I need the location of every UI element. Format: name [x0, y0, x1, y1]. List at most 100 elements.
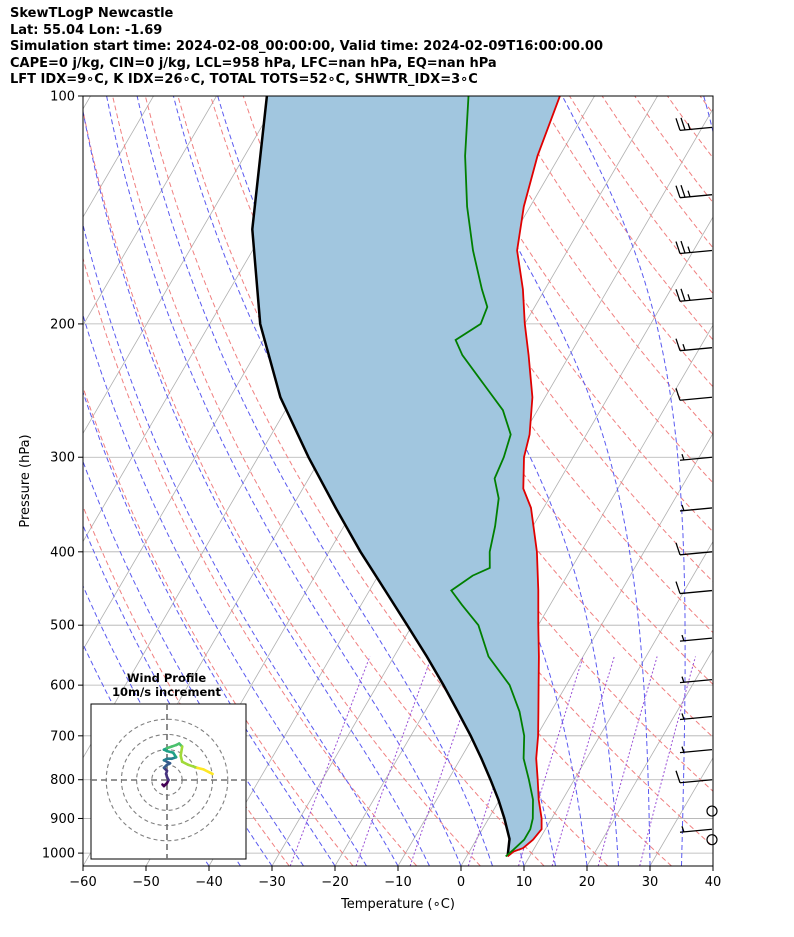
mixing-ratio-line: [551, 656, 615, 866]
wind-barb: [675, 288, 713, 302]
wind-barb: [679, 713, 713, 721]
x-tick-label: −60: [69, 875, 96, 890]
dry-adiabat: [733, 96, 794, 866]
barb-shaft: [679, 194, 713, 199]
moist-adiabat: [83, 108, 430, 866]
hodograph-segment: [208, 771, 214, 776]
barb-shaft: [679, 396, 713, 401]
isotherm: [83, 96, 280, 435]
hodograph-subtitle: 10m/s increment: [112, 685, 221, 699]
y-tick-label: 1000: [42, 847, 75, 862]
barb-shaft: [679, 748, 713, 754]
wind-barb: [679, 826, 713, 833]
moist-adiabat: [561, 96, 686, 866]
barb-shaft: [679, 715, 713, 721]
wind-barb: [675, 388, 713, 401]
wind-barb: [679, 676, 713, 684]
moist-adiabat: [272, 96, 588, 866]
x-tick-label: −10: [384, 875, 411, 890]
wind-barb: [679, 454, 713, 461]
barb-flag: [675, 542, 681, 556]
barb-flag: [675, 118, 681, 131]
barb-half-flag: [681, 504, 685, 512]
barb-flag: [680, 117, 686, 131]
wind-barb: [675, 240, 713, 255]
barb-shaft: [679, 637, 713, 642]
moist-adiabat: [83, 643, 210, 866]
barb-flag: [675, 185, 681, 198]
moist-adiabat: [83, 313, 367, 866]
chart-header: SkewTLogP Newcastle Lat: 55.04 Lon: -1.6…: [10, 6, 603, 89]
barb-shaft: [679, 249, 713, 255]
dry-adiabat: [634, 96, 713, 204]
calm-wind-circle: [706, 805, 718, 817]
hodograph-plot: [91, 704, 246, 859]
barb-shaft: [679, 297, 713, 302]
moist-adiabat: [437, 96, 651, 866]
moist-adiabat: [83, 222, 399, 866]
hodograph-segment: [179, 745, 184, 757]
x-tick-label: −40: [195, 875, 222, 890]
barb-half-flag: [687, 294, 691, 301]
barb-shaft: [679, 551, 713, 556]
dry-adiabat: [83, 505, 290, 866]
hodograph-segment: [186, 763, 199, 770]
y-tick-label: 800: [50, 773, 75, 788]
dry-adiabat: [503, 96, 713, 388]
x-tick-label: −50: [132, 875, 159, 890]
dry-adiabat: [144, 96, 609, 866]
barb-shaft: [679, 347, 713, 352]
barb-half-flag: [687, 123, 691, 130]
barb-flag: [675, 241, 681, 254]
dry-adiabat: [83, 256, 418, 866]
y-tick-label: 900: [50, 812, 75, 827]
barb-shaft: [679, 678, 713, 684]
barb-flag: [680, 288, 686, 301]
y-tick-label: 100: [50, 90, 75, 105]
y-tick-label: 300: [50, 451, 75, 466]
barb-flag: [680, 240, 686, 254]
barb-half-flag: [687, 246, 691, 253]
dewpoint-profile: [450, 96, 534, 858]
barb-shaft: [679, 589, 713, 595]
x-tick-label: −30: [258, 875, 285, 890]
barb-shaft: [679, 828, 713, 833]
wind-barb: [706, 834, 718, 846]
y-tick-label: 700: [50, 729, 75, 744]
x-tick-label: 30: [642, 875, 659, 890]
wind-barb: [675, 770, 713, 784]
station-coordinates: Lat: 55.04 Lon: -1.69: [10, 22, 163, 38]
calm-wind-circle: [706, 834, 718, 846]
stability-indices: LFT IDX=9∘C, K IDX=26∘C, TOTAL TOTS=52∘C…: [10, 72, 478, 87]
barb-shaft: [679, 507, 713, 512]
y-tick-label: 600: [50, 679, 75, 694]
y-tick-label: 400: [50, 545, 75, 560]
wind-barb: [675, 542, 713, 556]
wind-barb: [675, 338, 713, 352]
barb-flag: [675, 289, 681, 302]
cape-area: [252, 96, 560, 857]
y-tick-label: 200: [50, 317, 75, 332]
y-tick-label: 500: [50, 619, 75, 634]
wind-barb: [679, 634, 713, 642]
isotherm: [523, 540, 713, 866]
wind-barb: [675, 581, 713, 595]
x-axis-label: Temperature (∘C): [340, 897, 455, 912]
hodograph-title: Wind Profile: [127, 671, 207, 685]
dry-adiabat: [83, 108, 481, 866]
barb-half-flag: [681, 746, 685, 753]
barb-half-flag: [687, 190, 691, 197]
wind-barb: [679, 746, 713, 754]
mixing-ratio-line: [639, 656, 696, 866]
barb-flag: [675, 388, 681, 401]
x-tick-label: 40: [705, 875, 722, 890]
temperature-profile: [507, 96, 561, 858]
cape-fill: [252, 96, 560, 857]
axes: −60 −50 −40 −30 −20 −10 0 10 20 30 40 100 200 300 400 5…: [18, 90, 721, 913]
parcel-profile: [251, 96, 511, 857]
barb-half-flag: [681, 676, 685, 683]
barb-flag: [675, 770, 681, 783]
barb-half-flag: [681, 826, 685, 833]
